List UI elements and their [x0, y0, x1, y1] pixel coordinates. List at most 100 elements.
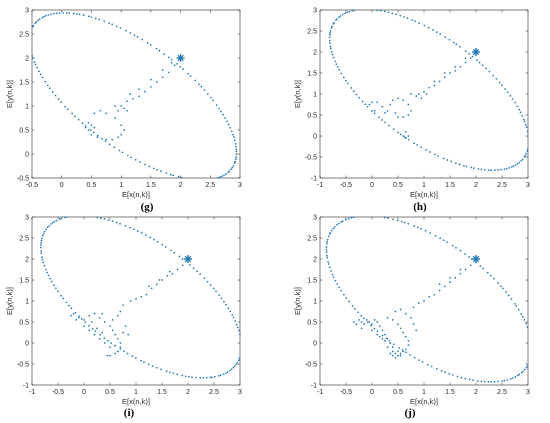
- orbit-point: [236, 326, 239, 329]
- orbit-point: [172, 174, 175, 177]
- data-point: [464, 57, 467, 60]
- orbit-point: [199, 273, 201, 275]
- panel-label: (i): [124, 407, 135, 419]
- orbit-point: [399, 133, 402, 136]
- x-tick-label: 0: [370, 182, 374, 189]
- orbit-point: [226, 120, 228, 123]
- orbit-point: [490, 169, 492, 172]
- orbit-point: [70, 307, 73, 310]
- orbit-point: [123, 350, 125, 353]
- orbit-point: [111, 220, 114, 223]
- data-point: [114, 105, 117, 107]
- data-point: [106, 354, 109, 357]
- orbit-point: [353, 9, 356, 12]
- orbit-point: [503, 379, 506, 382]
- data-point: [368, 321, 371, 323]
- data-point: [381, 329, 384, 332]
- orbit-point: [42, 261, 45, 264]
- x-tick-label: 1: [119, 182, 123, 189]
- data-point: [412, 306, 415, 309]
- y-tick-label: 1: [25, 104, 29, 111]
- orbit-point: [223, 300, 225, 303]
- data-point: [124, 325, 127, 328]
- orbit-point: [459, 249, 462, 252]
- orbit-point: [403, 16, 405, 18]
- data-point: [129, 300, 132, 302]
- orbit-point: [344, 12, 346, 15]
- orbit-point: [444, 36, 446, 38]
- x-tick-label: 1.5: [157, 389, 167, 396]
- data-point: [389, 103, 392, 106]
- data-point: [407, 135, 410, 137]
- data-point: [72, 312, 75, 315]
- orbit-point: [53, 284, 55, 287]
- data-point: [464, 268, 467, 271]
- orbit-point: [41, 16, 44, 19]
- orbit-point: [115, 25, 118, 28]
- orbit-point: [514, 101, 516, 104]
- data-point: [443, 285, 446, 288]
- orbit-point: [98, 18, 101, 21]
- orbit-point: [151, 365, 154, 367]
- y-tick-label: 2.5: [307, 29, 317, 36]
- orbit-point: [473, 167, 475, 169]
- orbit-point: [230, 130, 233, 133]
- orbit-point: [130, 156, 132, 159]
- orbit-point: [387, 217, 389, 219]
- orbit-point: [156, 168, 158, 171]
- x-tick-label: 0.5: [87, 182, 97, 189]
- orbit-point: [84, 321, 87, 324]
- orbit-point: [72, 12, 75, 15]
- orbit-point: [329, 30, 332, 32]
- data-point: [365, 319, 368, 321]
- orbit-point: [505, 291, 507, 293]
- data-point: [449, 72, 451, 74]
- orbit-point: [115, 221, 118, 224]
- orbit-point: [119, 222, 121, 225]
- data-point: [425, 93, 428, 95]
- orbit-point: [413, 356, 416, 359]
- orbit-point: [514, 164, 517, 166]
- data-point: [402, 331, 405, 334]
- orbit-point: [42, 232, 45, 235]
- orbit-point: [500, 285, 502, 288]
- data-point: [438, 80, 441, 83]
- orbit-point: [472, 379, 474, 382]
- orbit-point: [212, 99, 214, 102]
- orbit-point: [495, 77, 498, 80]
- orbit-point: [235, 150, 238, 153]
- orbit-point: [336, 223, 338, 226]
- y-tick-label: -0.5: [17, 176, 29, 183]
- orbit-point: [31, 55, 34, 57]
- orbit-point: [328, 233, 331, 235]
- data-point: [150, 78, 152, 81]
- orbit-point: [360, 314, 363, 317]
- orbit-point: [448, 38, 451, 41]
- data-point: [98, 337, 101, 340]
- orbit-point: [405, 351, 407, 354]
- orbit-point: [493, 380, 496, 383]
- orbit-point: [217, 374, 220, 377]
- orbit-point: [464, 253, 466, 255]
- y-tick-label: 3: [25, 215, 29, 222]
- orbit-point: [437, 155, 439, 157]
- data-point: [161, 279, 163, 281]
- orbit-point: [326, 256, 329, 259]
- orbit-point: [64, 105, 67, 108]
- orbit-point: [345, 297, 348, 299]
- orbit-point: [376, 9, 379, 12]
- orbit-point: [136, 36, 139, 38]
- orbit-point: [522, 118, 525, 121]
- data-point: [389, 352, 392, 355]
- data-point: [103, 321, 106, 323]
- orbit-point: [48, 87, 51, 90]
- data-point: [117, 109, 120, 112]
- orbit-point: [235, 156, 238, 158]
- orbit-point: [96, 134, 99, 137]
- orbit-point: [440, 369, 443, 372]
- orbit-point: [41, 256, 43, 259]
- orbit-point: [210, 96, 212, 99]
- data-point: [402, 350, 405, 353]
- data-point: [116, 314, 119, 317]
